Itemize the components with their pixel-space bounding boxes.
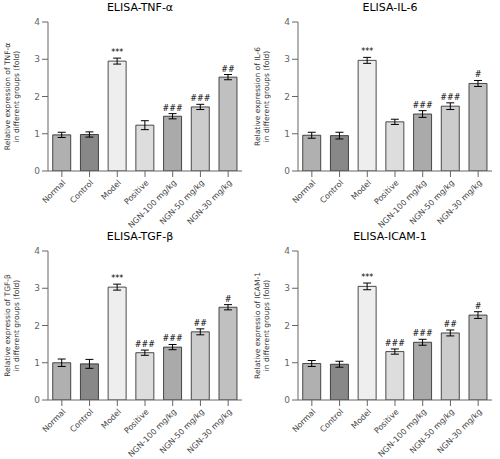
svg-text:Relative expressio of TGF-βin: Relative expressio of TGF-βin different … (8, 274, 21, 377)
svg-text:NGN-30 mg/kg: NGN-30 mg/kg (436, 178, 484, 226)
svg-text:Model: Model (350, 178, 373, 201)
svg-text:#: # (475, 70, 482, 79)
svg-text:2: 2 (284, 92, 290, 102)
svg-text:NGN-50 mg/kg: NGN-50 mg/kg (408, 178, 457, 227)
svg-text:***: *** (111, 48, 123, 57)
svg-text:Control: Control (318, 407, 345, 434)
svg-text:Normal: Normal (41, 407, 68, 434)
svg-text:NGN-100 mg/kg: NGN-100 mg/kg (377, 407, 429, 458)
svg-text:Model: Model (100, 407, 123, 430)
svg-text:NGN-100 mg/kg: NGN-100 mg/kg (377, 178, 429, 229)
svg-text:***: *** (361, 273, 373, 282)
svg-text:NGN-100 mg/kg: NGN-100 mg/kg (127, 407, 179, 458)
svg-text:3: 3 (34, 54, 40, 64)
svg-text:##: ## (194, 319, 208, 328)
svg-text:2: 2 (284, 321, 290, 331)
svg-text:Normal: Normal (41, 178, 68, 205)
html-text:ELISA-ICAM-1: ELISA-ICAM-1 (353, 230, 427, 243)
svg-text:Control: Control (68, 407, 95, 434)
svg-text:1: 1 (284, 358, 290, 368)
svg-text:###: ### (163, 104, 183, 113)
svg-text:###: ### (385, 339, 405, 348)
svg-text:1: 1 (284, 129, 290, 139)
svg-text:###: ### (135, 340, 155, 349)
svg-text:NGN-50 mg/kg: NGN-50 mg/kg (158, 407, 207, 456)
svg-text:###: ### (163, 334, 183, 343)
svg-text:2: 2 (34, 92, 40, 102)
svg-text:#: # (225, 295, 232, 304)
svg-text:Normal: Normal (291, 178, 318, 205)
svg-text:Positive: Positive (372, 178, 400, 206)
svg-text:Positive: Positive (372, 407, 400, 435)
svg-text:4: 4 (284, 246, 290, 256)
svg-text:###: ### (413, 329, 433, 338)
svg-text:Positive: Positive (122, 407, 150, 435)
html-text:ELISA-TNF-α: ELISA-TNF-α (106, 1, 174, 14)
svg-text:2: 2 (34, 321, 40, 331)
svg-text:4: 4 (34, 246, 40, 256)
svg-text:NGN-50 mg/kg: NGN-50 mg/kg (408, 407, 457, 456)
svg-text:Model: Model (100, 178, 123, 201)
html-text:ELISA-TGF-β: ELISA-TGF-β (106, 230, 174, 243)
svg-text:Control: Control (318, 178, 345, 205)
svg-text:###: ### (413, 101, 433, 110)
svg-text:###: ### (190, 94, 210, 103)
svg-text:NGN-50 mg/kg: NGN-50 mg/kg (158, 178, 207, 227)
svg-text:***: *** (111, 274, 123, 283)
svg-text:NGN-100 mg/kg: NGN-100 mg/kg (127, 178, 179, 229)
svg-text:0: 0 (284, 395, 290, 405)
svg-text:NGN-30 mg/kg: NGN-30 mg/kg (186, 178, 234, 226)
svg-text:#: # (475, 302, 482, 311)
svg-text:3: 3 (34, 283, 40, 293)
svg-text:Normal: Normal (291, 407, 318, 434)
svg-text:Relative expression of IL-6in: Relative expression of IL-6in different … (253, 47, 271, 146)
svg-text:3: 3 (284, 54, 290, 64)
svg-text:Relative expressio of ICAM-1in: Relative expressio of ICAM-1in different… (253, 272, 271, 379)
svg-text:##: ## (221, 65, 235, 74)
svg-text:4: 4 (284, 17, 290, 27)
svg-text:Control: Control (68, 178, 95, 205)
svg-text:1: 1 (34, 358, 40, 368)
svg-text:Positive: Positive (122, 178, 150, 206)
svg-text:Model: Model (350, 407, 373, 430)
svg-text:1: 1 (34, 129, 40, 139)
svg-text:0: 0 (34, 395, 40, 405)
svg-text:0: 0 (284, 166, 290, 176)
html-text:ELISA-IL-6: ELISA-IL-6 (362, 1, 418, 14)
svg-text:Relative expression of TNF-αin: Relative expression of TNF-αin different… (8, 43, 21, 150)
svg-text:NGN-30 mg/kg: NGN-30 mg/kg (186, 407, 234, 455)
svg-text:0: 0 (34, 166, 40, 176)
svg-text:##: ## (444, 320, 458, 329)
svg-text:3: 3 (284, 283, 290, 293)
svg-text:***: *** (361, 47, 373, 56)
svg-text:NGN-30 mg/kg: NGN-30 mg/kg (436, 407, 484, 455)
svg-text:###: ### (440, 93, 460, 102)
svg-text:4: 4 (34, 17, 40, 27)
